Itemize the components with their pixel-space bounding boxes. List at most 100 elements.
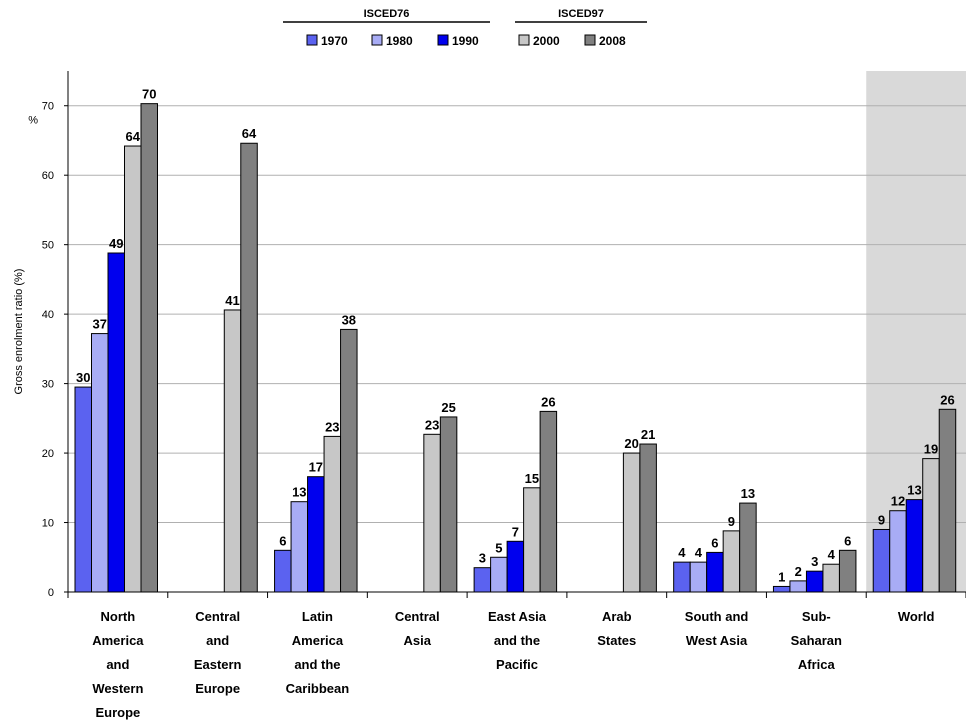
- data-label: 6: [711, 535, 718, 550]
- bar: [290, 501, 309, 593]
- bar: [539, 410, 558, 593]
- data-label: 49: [109, 236, 123, 251]
- legend-swatch: [371, 34, 383, 46]
- data-label: 13: [292, 485, 306, 500]
- category-label: World: [898, 609, 935, 624]
- bar: [789, 580, 807, 593]
- legend-swatch: [306, 34, 318, 46]
- bars: [74, 103, 957, 593]
- y-tick-label: 10: [42, 518, 54, 530]
- legend-swatch: [437, 34, 449, 46]
- bar: [772, 585, 791, 593]
- legend-group-label: ISCED97: [558, 8, 604, 20]
- bar: [838, 549, 857, 593]
- data-label: 30: [76, 370, 90, 385]
- bar: [140, 103, 158, 593]
- data-label: 26: [541, 394, 555, 409]
- y-axis-title: Gross enrolment ratio (%): [13, 269, 25, 395]
- category-label: Central Asia: [395, 609, 440, 648]
- data-label: 17: [309, 460, 323, 475]
- data-label: 9: [728, 514, 735, 529]
- data-label: 4: [828, 547, 836, 562]
- data-label: 6: [279, 533, 286, 548]
- bar: [423, 433, 441, 593]
- bar: [722, 530, 741, 593]
- bar: [689, 561, 708, 593]
- bar: [340, 328, 358, 593]
- data-label: 41: [225, 293, 239, 308]
- bar: [938, 408, 957, 593]
- category-label: Central and Eastern Europe: [194, 609, 242, 696]
- data-label: 21: [641, 427, 655, 442]
- legend-label: 2000: [533, 34, 560, 48]
- data-label: 15: [525, 471, 539, 486]
- category-label: Sub-Saharan Africa: [791, 609, 842, 672]
- bar: [639, 443, 657, 593]
- category-label: South and West Asia: [685, 609, 749, 648]
- data-label: 4: [695, 545, 703, 560]
- data-label: 12: [891, 494, 905, 509]
- bar: [439, 416, 458, 593]
- bar: [889, 510, 907, 593]
- data-label: 64: [126, 129, 141, 144]
- data-label: 6: [844, 533, 851, 548]
- category-label: Latin America and the Caribbean: [286, 609, 350, 696]
- legend-label: 1980: [386, 34, 413, 48]
- data-label: 23: [325, 419, 339, 434]
- data-label: 26: [940, 392, 954, 407]
- data-label: 3: [811, 554, 818, 569]
- legend-group-label: ISCED76: [364, 8, 410, 20]
- bar: [673, 561, 691, 593]
- legend-label: 1990: [452, 34, 479, 48]
- bar: [74, 386, 92, 593]
- y-tick-label: 70: [42, 101, 54, 113]
- data-label: 13: [907, 483, 921, 498]
- bar: [91, 333, 109, 593]
- bar: [223, 309, 242, 593]
- bar: [523, 487, 541, 593]
- data-label: 1: [778, 569, 785, 584]
- data-label: 5: [495, 540, 502, 555]
- y-tick-labels: 0 10 20 30 40 50 60 70: [42, 101, 54, 599]
- data-label: 38: [342, 312, 356, 327]
- data-label: 2: [795, 564, 802, 579]
- category-label: North America and Western Europe: [92, 609, 144, 720]
- axes: [67, 71, 966, 598]
- data-label: 9: [878, 512, 885, 527]
- gridlines: [64, 105, 966, 593]
- legend-swatch: [518, 34, 530, 46]
- bar: [124, 145, 142, 593]
- bar: [307, 476, 325, 593]
- data-label: 23: [425, 417, 439, 432]
- legend: ISCED76 ISCED97 1970 1980 1990 2000 2008: [283, 8, 647, 48]
- bar: [872, 528, 891, 593]
- data-label: 20: [624, 436, 638, 451]
- y-tick-label: 60: [42, 170, 54, 182]
- bar: [490, 556, 508, 593]
- bar: [822, 563, 840, 593]
- category-label: Arab States: [597, 609, 636, 648]
- legend-label: 1970: [321, 34, 348, 48]
- data-label: 25: [441, 400, 455, 415]
- bar: [274, 549, 292, 593]
- legend-label: 2008: [599, 34, 626, 48]
- data-label: 70: [142, 87, 156, 102]
- y-tick-label: 0: [48, 587, 54, 599]
- bar: [922, 458, 940, 593]
- bar: [805, 570, 824, 593]
- bar: [622, 452, 641, 593]
- bar: [905, 499, 924, 593]
- bar: [706, 551, 724, 593]
- data-label: 37: [93, 317, 107, 332]
- bar: [506, 540, 525, 593]
- bar: [323, 435, 342, 593]
- data-label: 3: [479, 551, 486, 566]
- category-label: East Asia and the Pacific: [488, 609, 547, 672]
- bar: [107, 252, 125, 593]
- y-tick-label: 50: [42, 240, 54, 252]
- y-unit-label: %: [28, 115, 38, 127]
- data-label: 7: [512, 524, 519, 539]
- data-label: 19: [924, 442, 938, 457]
- bar: [240, 142, 258, 593]
